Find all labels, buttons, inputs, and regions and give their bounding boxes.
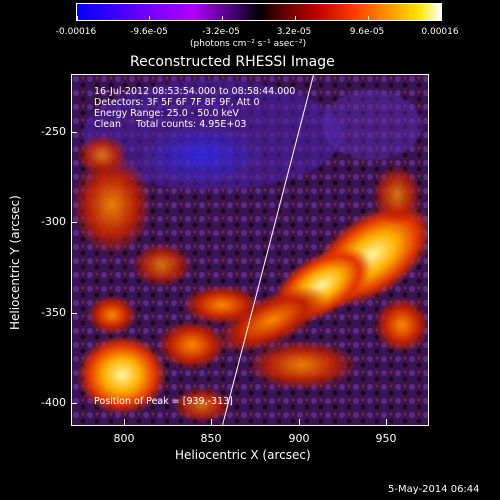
annotation-time-range: 16-Jul-2012 08:53:54.000 to 08:58:44.000 xyxy=(94,86,296,97)
plot-title: Reconstructed RHESSI Image xyxy=(130,54,335,70)
annotation-detectors: Detectors: 3F 5F 6F 7F 8F 9F, Att 0 xyxy=(94,97,260,108)
colorbar-tick-label: -0.00016 xyxy=(55,27,97,37)
flare-image xyxy=(72,75,428,425)
colorbar-tick-label: 0.00016 xyxy=(421,27,459,37)
y-tick-label: -250 xyxy=(41,125,66,138)
x-axis-label: Heliocentric X (arcsec) xyxy=(175,448,311,462)
colorbar-units: (photons cm⁻² s⁻¹ asec⁻²) xyxy=(190,39,307,49)
image-plot-area[interactable] xyxy=(71,74,429,426)
y-tick-label: -350 xyxy=(41,306,66,319)
y-tick-label: -300 xyxy=(41,215,66,228)
x-tick-label: 850 xyxy=(200,432,222,445)
y-axis-label: Heliocentric Y (arcsec) xyxy=(8,195,22,330)
colorbar-tick-label: -9.6e-05 xyxy=(130,27,168,37)
colorbar-tick-label: 9.6e-05 xyxy=(349,27,385,37)
solar-limb-line xyxy=(222,75,314,425)
colorbar xyxy=(76,3,442,21)
x-tick-label: 800 xyxy=(113,432,135,445)
annotation-peak-position: Position of Peak = [939,-313] xyxy=(94,396,233,407)
annotation-energy: Energy Range: 25.0 - 50.0 keV xyxy=(94,108,239,119)
y-tick-label: -400 xyxy=(41,396,66,409)
x-tick-label: 900 xyxy=(288,432,310,445)
annotation-clean: Clean Total counts: 4.95E+03 xyxy=(94,119,247,130)
timestamp: 5-May-2014 06:44 xyxy=(388,484,480,495)
colorbar-tick-label: 3.2e-05 xyxy=(276,27,312,37)
colorbar-tick-label: -3.2e-05 xyxy=(202,27,240,37)
x-tick-label: 950 xyxy=(375,432,397,445)
